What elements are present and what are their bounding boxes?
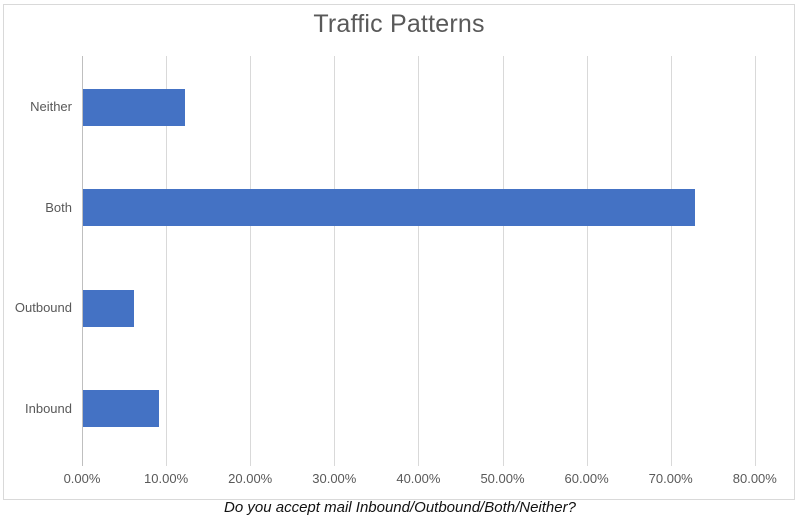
x-gridline xyxy=(418,56,420,466)
x-gridline xyxy=(166,56,168,466)
bar-both xyxy=(83,189,695,227)
bar-outbound xyxy=(83,289,134,327)
x-tick-label: 70.00% xyxy=(648,471,693,486)
x-tick-label: 30.00% xyxy=(312,471,357,486)
x-gridline xyxy=(334,56,336,466)
x-tick-label: 60.00% xyxy=(564,471,609,486)
bar-inbound xyxy=(83,390,160,428)
category-label-both: Both xyxy=(45,199,72,215)
x-gridline xyxy=(670,56,672,466)
x-tick-label: 0.00% xyxy=(63,471,101,486)
bar-neither xyxy=(83,88,185,126)
x-tick-label: 50.00% xyxy=(480,471,525,486)
chart-title: Traffic Patterns xyxy=(313,10,485,38)
x-gridline xyxy=(586,56,588,466)
x-tick-label: 80.00% xyxy=(732,471,777,486)
x-gridline xyxy=(502,56,504,466)
x-gridline xyxy=(250,56,252,466)
y-axis-line xyxy=(82,56,83,466)
category-label-outbound: Outbound xyxy=(14,300,72,316)
x-gridline xyxy=(754,56,756,466)
x-tick-label: 20.00% xyxy=(228,471,273,486)
category-label-neither: Neither xyxy=(30,99,72,115)
x-tick-label: 40.00% xyxy=(396,471,441,486)
category-label-inbound: Inbound xyxy=(25,400,72,416)
chart-caption: Do you accept mail Inbound/Outbound/Both… xyxy=(224,499,576,516)
x-tick-label: 10.00% xyxy=(144,471,189,486)
